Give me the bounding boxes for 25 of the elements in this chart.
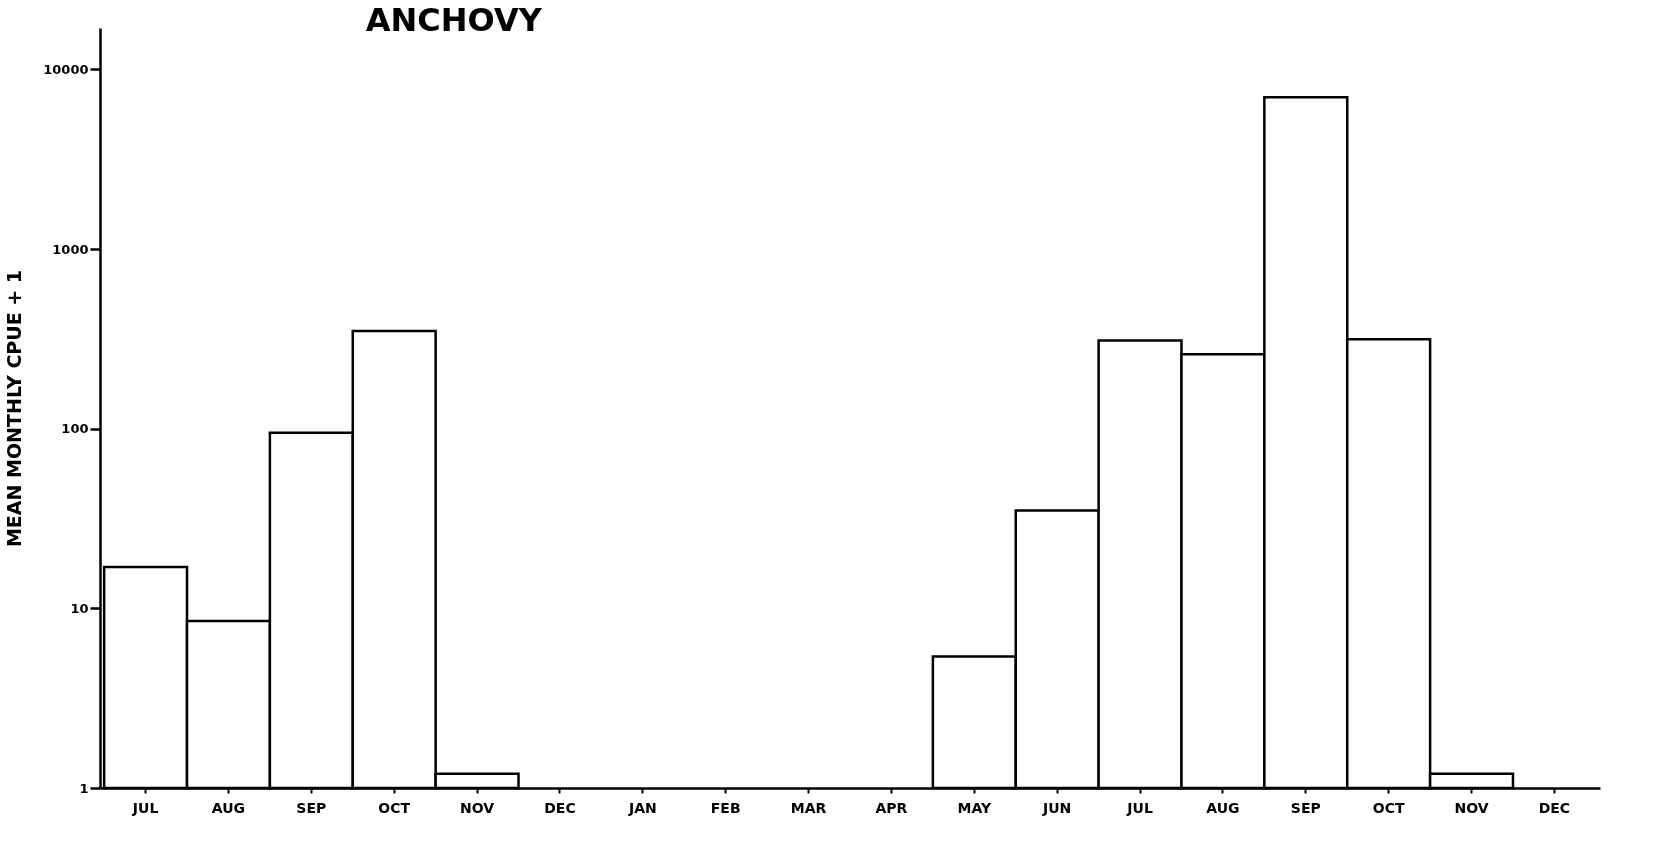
x-tick-label: JUN bbox=[1042, 799, 1072, 816]
x-tick-label: NOV bbox=[1454, 799, 1489, 816]
y-tick-label: 1000 bbox=[52, 241, 89, 257]
x-tick-label: SEP bbox=[296, 799, 327, 816]
y-tick-label: 10 bbox=[70, 600, 89, 616]
x-tick-label: OCT bbox=[378, 799, 411, 816]
x-tick-label: NOV bbox=[460, 799, 495, 816]
chart-title: ANCHOVY bbox=[365, 1, 543, 39]
x-tick-label: DEC bbox=[544, 799, 576, 816]
x-tick-label: JUL bbox=[131, 799, 159, 816]
x-tick-label: AUG bbox=[1206, 799, 1240, 816]
x-tick-label: OCT bbox=[1372, 799, 1405, 816]
x-tick-label: DEC bbox=[1538, 799, 1571, 816]
x-tick-label: JAN bbox=[627, 799, 657, 816]
x-tick-label: MAR bbox=[790, 799, 827, 816]
x-tick-label: SEP bbox=[1290, 799, 1321, 816]
y-axis-title: MEAN MONTHLY CPUE + 1 bbox=[3, 269, 26, 548]
y-tick-label: 1 bbox=[79, 780, 89, 796]
y-tick-label: 100 bbox=[61, 421, 89, 437]
x-tick-label: AUG bbox=[211, 799, 246, 816]
x-tick-label: APR bbox=[875, 799, 908, 816]
x-tick-label: FEB bbox=[710, 799, 741, 816]
y-tick-label: 10000 bbox=[43, 61, 89, 77]
x-tick-label: JUL bbox=[1126, 799, 1153, 816]
x-tick-label: MAY bbox=[957, 799, 992, 816]
